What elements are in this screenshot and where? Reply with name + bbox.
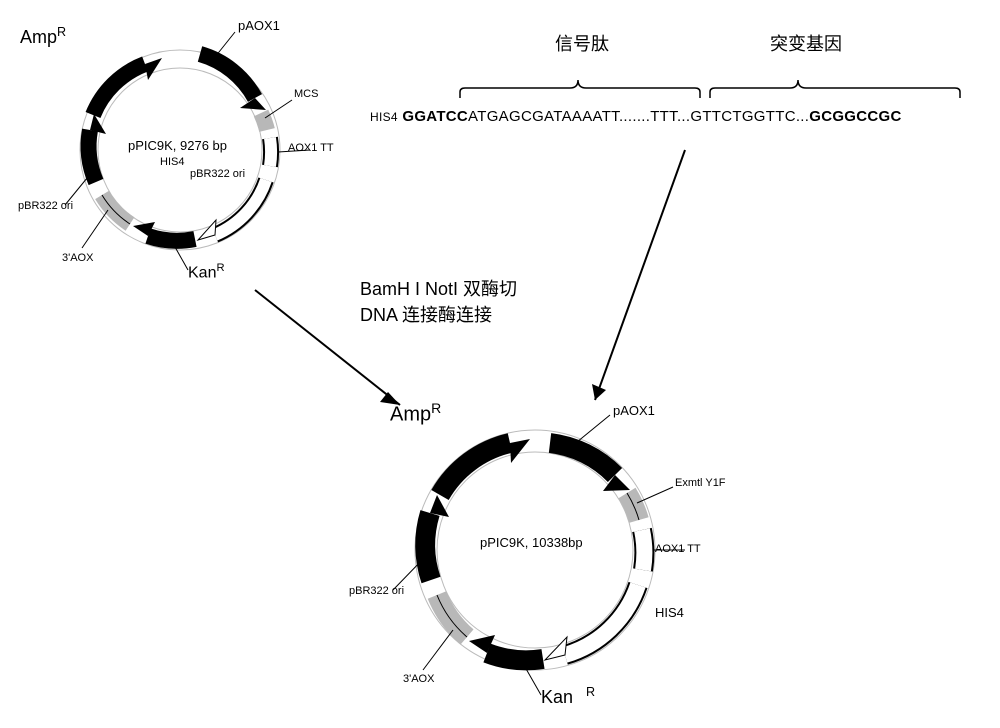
label-pBR322a-top: pBR322 ori bbox=[190, 168, 245, 180]
label-AOX1TT-bottom: AOX1 TT bbox=[655, 543, 701, 555]
seq-seg1: GGATCC bbox=[402, 108, 468, 125]
seq-prefix: HIS4 bbox=[370, 110, 398, 124]
bottom-plasmid-center: pPIC9K, 10338bp bbox=[480, 535, 583, 550]
label-Exmtl-bottom: Exmtl Y1F bbox=[675, 477, 726, 489]
brace-label-signal: 信号肽 bbox=[555, 30, 609, 56]
seq-seg2: ATGAGCGATAAAATT.......TTT...GTTCTGGTTC..… bbox=[468, 108, 809, 125]
sequence-text: HIS4 GGATCCATGAGCGATAAAATT.......TTT...G… bbox=[370, 108, 1000, 125]
label-pAOX1-top: pAOX1 bbox=[238, 18, 280, 33]
label-pBR322-bottom: pBR322 ori bbox=[349, 585, 404, 597]
label-KanR-bottom: Kan R bbox=[541, 685, 595, 708]
label-HIS4-bottom: HIS4 bbox=[655, 605, 684, 620]
label-3AOX-bottom: 3'AOX bbox=[403, 673, 434, 685]
label-ampR-top: AmpR bbox=[20, 25, 66, 48]
label-ampR-bottom: AmpR bbox=[390, 400, 441, 427]
process-text: BamH I NotI 双酶切 DNA 连接酶连接 bbox=[360, 275, 517, 327]
top-plasmid-center: pPIC9K, 9276 bp bbox=[128, 138, 227, 153]
brace-label-mutant: 突变基因 bbox=[770, 30, 842, 56]
top-plasmid: pPIC9K, 9276 bp AmpR pAOX1 MCS AOX1 TT H… bbox=[30, 10, 330, 290]
label-KanR-top: KanR bbox=[188, 262, 225, 282]
label-pBR322b-top: pBR322 ori bbox=[18, 200, 73, 212]
process-line1: BamH I NotI 双酶切 bbox=[360, 275, 517, 301]
label-HIS4-top: HIS4 bbox=[160, 156, 184, 168]
label-3AOX-top: 3'AOX bbox=[62, 252, 93, 264]
label-AOX1TT-top: AOX1 TT bbox=[288, 142, 334, 154]
braces-svg bbox=[370, 58, 990, 108]
label-MCS-top: MCS bbox=[294, 88, 318, 100]
label-pAOX1-bottom: pAOX1 bbox=[613, 403, 655, 418]
seq-seg3: GCGGCCGC bbox=[809, 108, 901, 125]
bottom-plasmid: pPIC9K, 10338bp AmpR pAOX1 Exmtl Y1F AOX… bbox=[355, 385, 715, 715]
process-line2: DNA 连接酶连接 bbox=[360, 301, 517, 327]
